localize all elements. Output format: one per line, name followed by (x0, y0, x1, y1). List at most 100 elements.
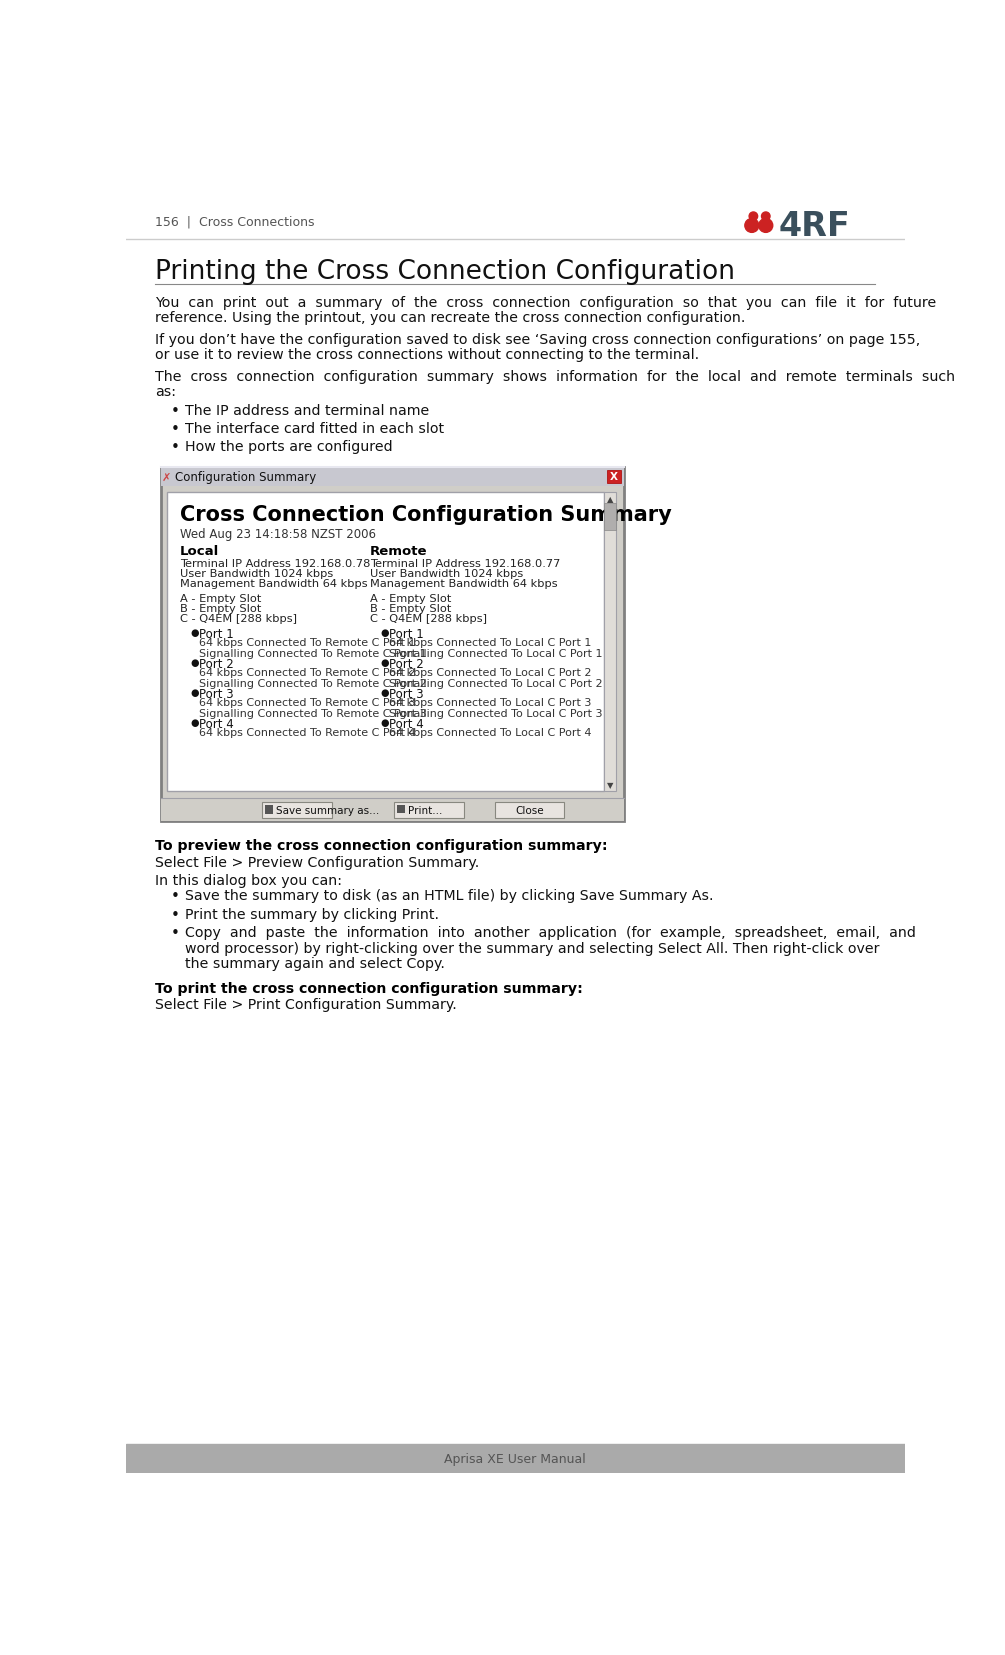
Text: B - Empty Slot: B - Empty Slot (180, 604, 261, 614)
Text: B - Empty Slot: B - Empty Slot (370, 604, 451, 614)
Text: User Bandwidth 1024 kbps: User Bandwidth 1024 kbps (370, 569, 523, 579)
Text: Terminal IP Address 192.168.0.77: Terminal IP Address 192.168.0.77 (370, 559, 560, 569)
Bar (607, 470, 621, 485)
Text: the summary again and select Copy.: the summary again and select Copy. (185, 957, 444, 970)
Text: •: • (171, 440, 180, 455)
Text: 64 kbps Connected To Local C Port 2: 64 kbps Connected To Local C Port 2 (389, 669, 592, 679)
Text: C - Q4EM [288 kbps]: C - Q4EM [288 kbps] (180, 614, 296, 624)
Text: Terminal IP Address 192.168.0.78: Terminal IP Address 192.168.0.78 (180, 559, 370, 569)
Text: ●: ● (191, 627, 199, 637)
Text: Port 1: Port 1 (199, 627, 234, 640)
Text: Port 2: Port 2 (389, 659, 424, 670)
Bar (394, 803, 463, 818)
Text: C - Q4EM [288 kbps]: C - Q4EM [288 kbps] (370, 614, 486, 624)
Text: 64 kbps Connected To Local C Port 4: 64 kbps Connected To Local C Port 4 (389, 728, 592, 738)
Text: 64 kbps Connected To Local C Port 3: 64 kbps Connected To Local C Port 3 (389, 698, 592, 708)
Text: Close: Close (516, 806, 544, 816)
Text: Aprisa XE User Manual: Aprisa XE User Manual (444, 1451, 586, 1465)
Bar (494, 803, 564, 818)
Bar (604, 503, 616, 530)
Text: To print the cross connection configuration summary:: To print the cross connection configurat… (155, 981, 583, 995)
Text: Select File > Preview Configuration Summary.: Select File > Preview Configuration Summ… (155, 856, 479, 869)
Text: Copy  and  paste  the  information  into  another  application  (for  example,  : Copy and paste the information into anot… (185, 925, 916, 940)
Text: ▲: ▲ (607, 495, 613, 503)
Text: 64 kbps Connected To Remote C Port 4: 64 kbps Connected To Remote C Port 4 (199, 728, 416, 738)
Text: 156  |  Cross Connections: 156 | Cross Connections (155, 215, 315, 228)
Text: Signalling Connected To Remote C Port 2: Signalling Connected To Remote C Port 2 (199, 679, 427, 688)
Bar (161, 468, 624, 823)
Text: ●: ● (381, 718, 389, 728)
Text: To preview the cross connection configuration summary:: To preview the cross connection configur… (155, 839, 608, 852)
Text: The  cross  connection  configuration  summary  shows  information  for  the  lo: The cross connection configuration summa… (155, 369, 955, 384)
Text: Printing the Cross Connection Configuration: Printing the Cross Connection Configurat… (155, 258, 735, 285)
Text: The interface card fitted in each slot: The interface card fitted in each slot (185, 422, 443, 435)
Bar (161, 468, 624, 487)
Text: Save the summary to disk (as an HTML file) by clicking Save Summary As.: Save the summary to disk (as an HTML fil… (185, 889, 713, 904)
Bar (397, 806, 405, 814)
Text: A - Empty Slot: A - Empty Slot (370, 594, 451, 604)
Text: ●: ● (191, 688, 199, 698)
Text: Signalling Connected To Local C Port 3: Signalling Connected To Local C Port 3 (389, 708, 603, 718)
Text: In this dialog box you can:: In this dialog box you can: (155, 874, 342, 887)
Text: Print...: Print... (408, 806, 442, 816)
Bar (604, 493, 616, 791)
Text: Management Bandwidth 64 kbps: Management Bandwidth 64 kbps (180, 579, 368, 589)
Bar (126, 1443, 904, 1473)
Text: 64 kbps Connected To Remote C Port 3: 64 kbps Connected To Remote C Port 3 (199, 698, 416, 708)
Text: Port 2: Port 2 (199, 659, 234, 670)
Text: ●: ● (191, 659, 199, 669)
Text: Signalling Connected To Local C Port 1: Signalling Connected To Local C Port 1 (389, 649, 603, 659)
Text: or use it to review the cross connections without connecting to the terminal.: or use it to review the cross connection… (155, 348, 699, 362)
Text: •: • (171, 925, 180, 940)
Text: A - Empty Slot: A - Empty Slot (180, 594, 261, 604)
Text: Print the summary by clicking Print.: Print the summary by clicking Print. (185, 907, 438, 922)
Text: Cross Connection Configuration Summary: Cross Connection Configuration Summary (180, 505, 671, 525)
Text: Port 3: Port 3 (389, 688, 424, 702)
Text: You  can  print  out  a  summary  of  the  cross  connection  configuration  so : You can print out a summary of the cross… (155, 296, 937, 309)
Text: The IP address and terminal name: The IP address and terminal name (185, 404, 429, 417)
Text: as:: as: (155, 386, 176, 399)
Bar (161, 799, 624, 823)
Text: Signalling Connected To Remote C Port 1: Signalling Connected To Remote C Port 1 (199, 649, 427, 659)
Text: ●: ● (191, 718, 199, 728)
Text: Select File > Print Configuration Summary.: Select File > Print Configuration Summar… (155, 998, 457, 1011)
Text: 64 kbps Connected To Remote C Port 1: 64 kbps Connected To Remote C Port 1 (199, 639, 416, 649)
Bar (265, 806, 273, 814)
Text: Remote: Remote (370, 544, 427, 558)
Text: ▼: ▼ (607, 781, 613, 789)
Text: Wed Aug 23 14:18:58 NZST 2006: Wed Aug 23 14:18:58 NZST 2006 (180, 528, 376, 541)
Text: Port 4: Port 4 (199, 718, 234, 732)
Text: ●: ● (381, 659, 389, 669)
Circle shape (745, 220, 759, 233)
Text: ●: ● (381, 627, 389, 637)
Text: Save summary as...: Save summary as... (276, 806, 379, 816)
Text: User Bandwidth 1024 kbps: User Bandwidth 1024 kbps (180, 569, 333, 579)
Text: If you don’t have the configuration saved to disk see ‘Saving cross connection c: If you don’t have the configuration save… (155, 333, 921, 346)
Text: Signalling Connected To Local C Port 2: Signalling Connected To Local C Port 2 (389, 679, 603, 688)
Text: Port 3: Port 3 (199, 688, 234, 702)
Text: Local: Local (180, 544, 219, 558)
Text: 4RF: 4RF (779, 210, 850, 243)
Text: word processor) by right-clicking over the summary and selecting Select All. The: word processor) by right-clicking over t… (185, 942, 879, 955)
Text: Signalling Connected To Remote C Port 3: Signalling Connected To Remote C Port 3 (199, 708, 427, 718)
Text: ✗: ✗ (162, 472, 172, 482)
Text: •: • (171, 422, 180, 437)
Text: Configuration Summary: Configuration Summary (175, 470, 317, 483)
Text: Port 1: Port 1 (389, 627, 424, 640)
Circle shape (759, 220, 773, 233)
Text: How the ports are configured: How the ports are configured (185, 440, 392, 453)
Text: Management Bandwidth 64 kbps: Management Bandwidth 64 kbps (370, 579, 558, 589)
Text: X: X (610, 472, 618, 482)
Text: 64 kbps Connected To Local C Port 1: 64 kbps Connected To Local C Port 1 (389, 639, 592, 649)
Text: •: • (171, 404, 180, 419)
Bar (262, 803, 332, 818)
Text: •: • (171, 889, 180, 904)
Text: reference. Using the printout, you can recreate the cross connection configurati: reference. Using the printout, you can r… (155, 311, 746, 324)
Text: •: • (171, 907, 180, 922)
Circle shape (762, 213, 770, 222)
Text: Port 4: Port 4 (389, 718, 424, 732)
Text: 64 kbps Connected To Remote C Port 2: 64 kbps Connected To Remote C Port 2 (199, 669, 416, 679)
Text: ●: ● (381, 688, 389, 698)
Bar (168, 493, 604, 791)
Circle shape (749, 213, 758, 222)
